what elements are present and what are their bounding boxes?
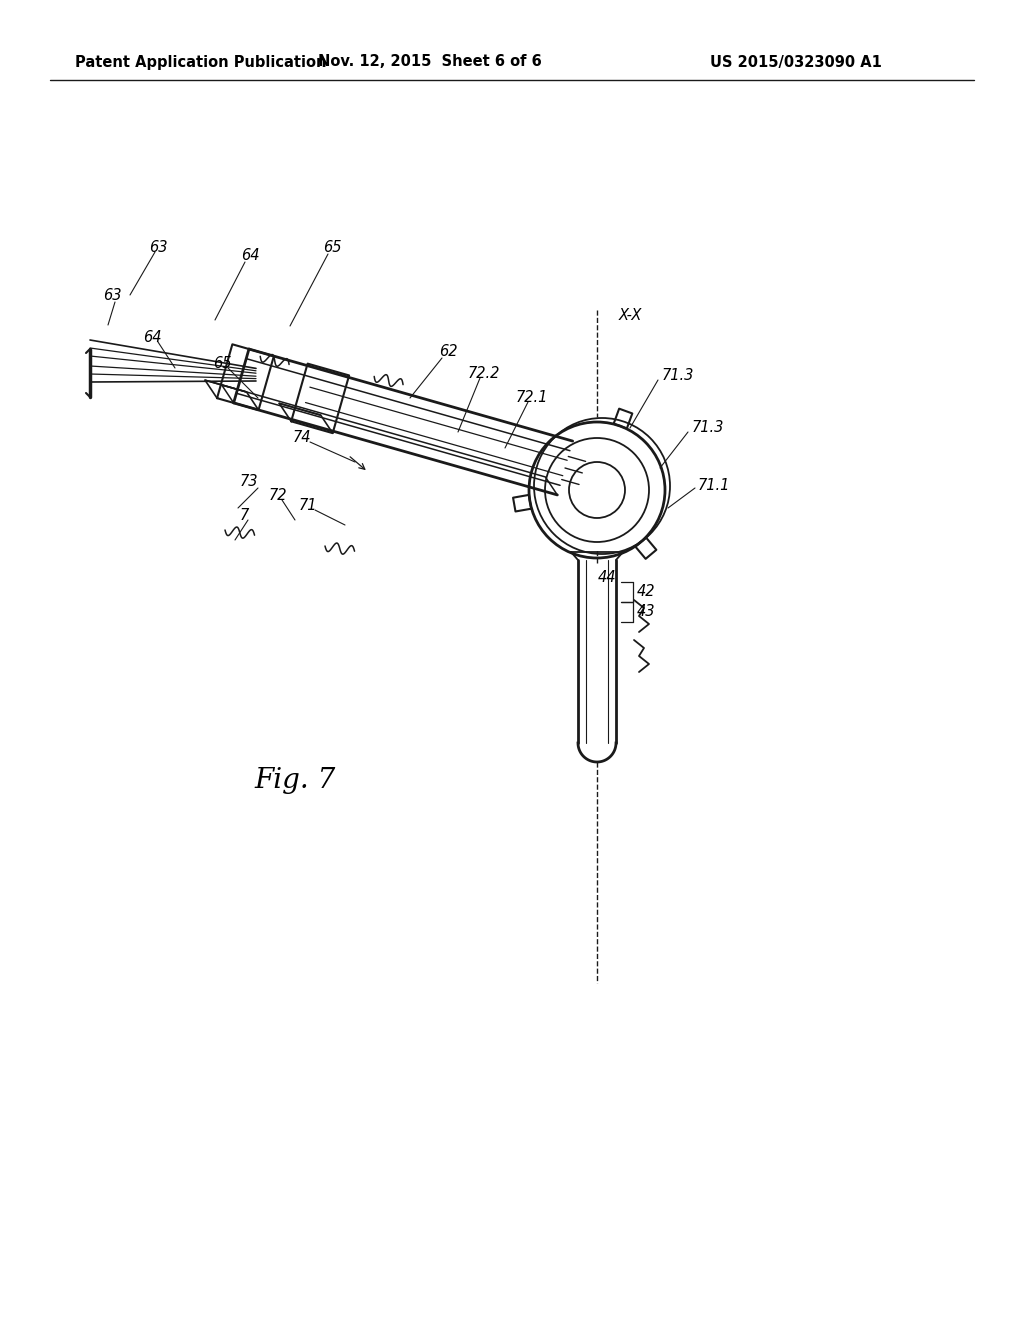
Text: 71.3: 71.3 (692, 421, 724, 436)
Text: Nov. 12, 2015  Sheet 6 of 6: Nov. 12, 2015 Sheet 6 of 6 (318, 54, 542, 70)
Text: Patent Application Publication: Patent Application Publication (75, 54, 327, 70)
Text: 71.1: 71.1 (698, 478, 730, 492)
Text: Fig. 7: Fig. 7 (254, 767, 336, 793)
Text: 74: 74 (293, 430, 311, 446)
Text: 64: 64 (142, 330, 161, 346)
Text: 72.1: 72.1 (516, 389, 548, 404)
Text: 63: 63 (148, 240, 167, 256)
Text: 44: 44 (597, 570, 616, 586)
Text: 65: 65 (323, 240, 341, 256)
Text: 7: 7 (240, 507, 249, 523)
Text: 63: 63 (102, 289, 121, 304)
Text: 71: 71 (299, 499, 317, 513)
Text: 62: 62 (438, 345, 458, 359)
Text: 65: 65 (213, 356, 231, 371)
Text: 64: 64 (241, 248, 259, 264)
Text: 42: 42 (637, 585, 655, 599)
Text: 72.2: 72.2 (468, 366, 500, 380)
Text: X-X: X-X (618, 308, 642, 322)
Text: 72: 72 (268, 488, 288, 503)
Text: 71.3: 71.3 (662, 367, 694, 383)
Text: 43: 43 (637, 605, 655, 619)
Text: US 2015/0323090 A1: US 2015/0323090 A1 (710, 54, 882, 70)
Text: 73: 73 (240, 474, 258, 490)
